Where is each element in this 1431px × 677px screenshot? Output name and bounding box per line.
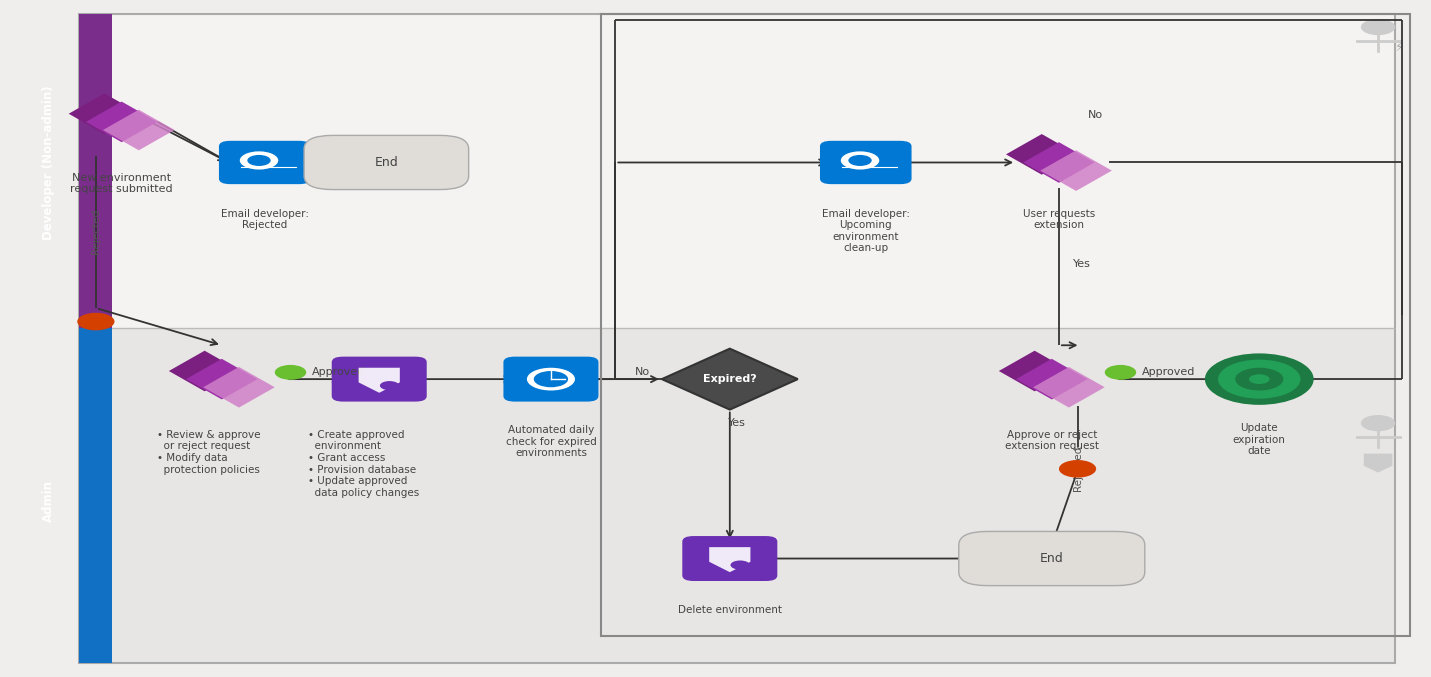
Circle shape bbox=[1059, 460, 1096, 478]
Text: Email developer:
Upcoming
environment
clean-up: Email developer: Upcoming environment cl… bbox=[821, 209, 910, 253]
Text: Rejected: Rejected bbox=[92, 209, 100, 255]
Text: Delete environment: Delete environment bbox=[678, 605, 781, 615]
FancyBboxPatch shape bbox=[79, 14, 112, 328]
Text: Email developer:
Rejected: Email developer: Rejected bbox=[220, 209, 309, 230]
Circle shape bbox=[1218, 359, 1301, 399]
Text: ⚡: ⚡ bbox=[1395, 41, 1404, 54]
Text: Developer (Non-admin): Developer (Non-admin) bbox=[41, 85, 56, 240]
FancyBboxPatch shape bbox=[959, 531, 1145, 586]
Text: Admin: Admin bbox=[41, 480, 56, 522]
Polygon shape bbox=[1040, 150, 1112, 191]
Circle shape bbox=[527, 368, 575, 391]
Circle shape bbox=[275, 365, 306, 380]
Text: Expired?: Expired? bbox=[703, 374, 757, 384]
Polygon shape bbox=[1016, 359, 1088, 399]
Polygon shape bbox=[1006, 134, 1078, 175]
Text: Approved: Approved bbox=[312, 368, 365, 377]
Text: No: No bbox=[1088, 110, 1103, 120]
Text: Approve or reject
extension request: Approve or reject extension request bbox=[1005, 430, 1099, 452]
FancyBboxPatch shape bbox=[332, 357, 426, 401]
Text: End: End bbox=[1040, 552, 1063, 565]
Polygon shape bbox=[359, 368, 399, 393]
FancyBboxPatch shape bbox=[79, 14, 1395, 328]
FancyBboxPatch shape bbox=[79, 328, 1395, 663]
Text: New environment
request submitted: New environment request submitted bbox=[70, 173, 173, 194]
FancyBboxPatch shape bbox=[305, 135, 469, 190]
Text: Automated daily
check for expired
environments: Automated daily check for expired enviro… bbox=[505, 425, 597, 458]
Circle shape bbox=[849, 155, 871, 166]
Text: No: No bbox=[635, 368, 650, 377]
Circle shape bbox=[77, 313, 114, 330]
Polygon shape bbox=[203, 367, 275, 408]
Circle shape bbox=[730, 561, 750, 569]
Polygon shape bbox=[1364, 454, 1392, 473]
FancyBboxPatch shape bbox=[504, 357, 598, 401]
Circle shape bbox=[379, 381, 399, 390]
Text: Rejected: Rejected bbox=[1073, 446, 1082, 492]
FancyBboxPatch shape bbox=[219, 141, 311, 184]
Circle shape bbox=[248, 155, 270, 166]
Circle shape bbox=[1361, 19, 1395, 35]
Text: • Create approved
  environment
• Grant access
• Provision database
• Update app: • Create approved environment • Grant ac… bbox=[308, 430, 419, 498]
Circle shape bbox=[1205, 353, 1314, 405]
Circle shape bbox=[1105, 365, 1136, 380]
Polygon shape bbox=[69, 93, 140, 134]
Polygon shape bbox=[86, 102, 157, 142]
Polygon shape bbox=[1023, 142, 1095, 183]
Polygon shape bbox=[710, 547, 750, 572]
Text: Approved: Approved bbox=[1142, 368, 1195, 377]
Text: User requests
extension: User requests extension bbox=[1023, 209, 1095, 230]
Polygon shape bbox=[1033, 367, 1105, 408]
Circle shape bbox=[1235, 368, 1284, 391]
Circle shape bbox=[240, 152, 278, 169]
Polygon shape bbox=[661, 349, 798, 410]
FancyBboxPatch shape bbox=[683, 536, 777, 581]
Polygon shape bbox=[999, 351, 1070, 391]
Text: End: End bbox=[375, 156, 398, 169]
Polygon shape bbox=[186, 359, 258, 399]
Text: Update
expiration
date: Update expiration date bbox=[1234, 423, 1285, 456]
Circle shape bbox=[1249, 374, 1269, 384]
Polygon shape bbox=[169, 351, 240, 391]
Polygon shape bbox=[103, 110, 175, 150]
Circle shape bbox=[841, 152, 879, 169]
Text: Yes: Yes bbox=[728, 418, 746, 428]
Text: • Review & approve
  or reject request
• Modify data
  protection policies: • Review & approve or reject request • M… bbox=[157, 430, 260, 475]
Circle shape bbox=[1361, 415, 1395, 431]
Circle shape bbox=[534, 371, 568, 387]
FancyBboxPatch shape bbox=[820, 141, 912, 184]
Text: Yes: Yes bbox=[1073, 259, 1090, 269]
FancyBboxPatch shape bbox=[79, 328, 112, 663]
